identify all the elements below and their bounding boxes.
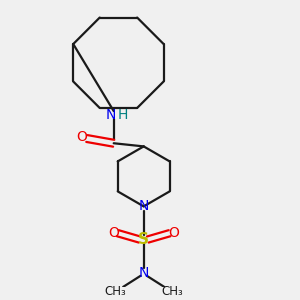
- Text: CH₃: CH₃: [104, 285, 126, 298]
- Text: O: O: [108, 226, 119, 240]
- Text: H: H: [117, 108, 128, 122]
- Text: N: N: [106, 108, 116, 122]
- Text: O: O: [168, 226, 179, 240]
- Text: CH₃: CH₃: [161, 285, 183, 298]
- Text: S: S: [138, 232, 149, 247]
- Text: O: O: [77, 130, 88, 144]
- Text: N: N: [139, 266, 149, 280]
- Text: N: N: [139, 200, 149, 213]
